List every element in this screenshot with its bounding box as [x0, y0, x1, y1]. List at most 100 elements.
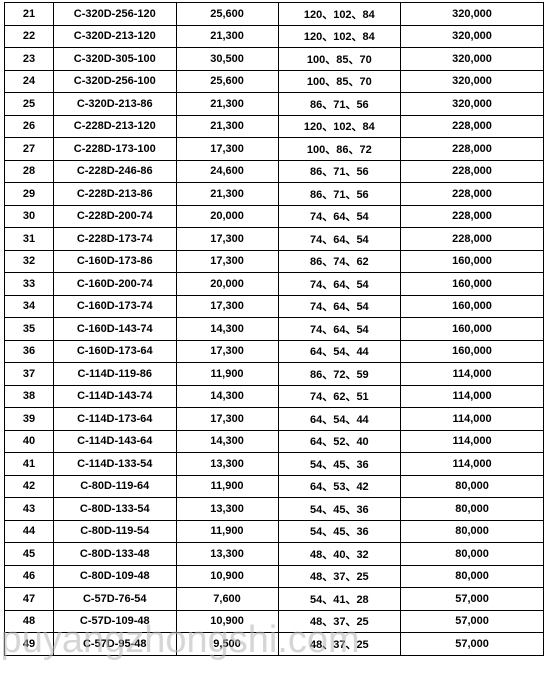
table-row: 46C-80D-109-4810,90048、37、2580,000	[5, 565, 544, 588]
cell-dims: 48、37、25	[278, 633, 401, 656]
cell-model: C-228D-200-74	[54, 205, 177, 228]
cell-val1: 11,900	[176, 475, 278, 498]
cell-val1: 17,300	[176, 138, 278, 161]
cell-val2: 160,000	[401, 250, 544, 273]
cell-dims: 86、71、56	[278, 93, 401, 116]
cell-model: C-80D-109-48	[54, 565, 177, 588]
cell-dims: 54、45、36	[278, 520, 401, 543]
cell-val2: 228,000	[401, 160, 544, 183]
cell-no: 45	[5, 543, 54, 566]
cell-val1: 10,900	[176, 610, 278, 633]
cell-val2: 114,000	[401, 408, 544, 431]
table-row: 43C-80D-133-5413,30054、45、3680,000	[5, 498, 544, 521]
cell-model: C-320D-213-120	[54, 25, 177, 48]
cell-val1: 11,900	[176, 363, 278, 386]
cell-val1: 25,600	[176, 70, 278, 93]
table-row: 36C-160D-173-6417,30064、54、44160,000	[5, 340, 544, 363]
cell-model: C-160D-173-64	[54, 340, 177, 363]
table-row: 37C-114D-119-8611,90086、72、59114,000	[5, 363, 544, 386]
cell-no: 36	[5, 340, 54, 363]
cell-no: 37	[5, 363, 54, 386]
cell-dims: 48、37、25	[278, 565, 401, 588]
table-row: 39C-114D-173-6417,30064、54、44114,000	[5, 408, 544, 431]
cell-val2: 228,000	[401, 138, 544, 161]
cell-val1: 11,900	[176, 520, 278, 543]
table-row: 28C-228D-246-8624,60086、71、56228,000	[5, 160, 544, 183]
cell-val1: 14,300	[176, 318, 278, 341]
cell-val2: 228,000	[401, 183, 544, 206]
cell-val1: 25,600	[176, 3, 278, 26]
cell-val2: 80,000	[401, 520, 544, 543]
cell-model: C-57D-109-48	[54, 610, 177, 633]
cell-dims: 64、54、44	[278, 408, 401, 431]
cell-model: C-228D-213-86	[54, 183, 177, 206]
cell-dims: 100、86、72	[278, 138, 401, 161]
cell-no: 48	[5, 610, 54, 633]
cell-model: C-160D-143-74	[54, 318, 177, 341]
cell-val2: 57,000	[401, 610, 544, 633]
cell-val1: 21,300	[176, 25, 278, 48]
table-row: 34C-160D-173-7417,30074、64、54160,000	[5, 295, 544, 318]
cell-val2: 228,000	[401, 228, 544, 251]
cell-model: C-80D-133-54	[54, 498, 177, 521]
cell-dims: 86、74、62	[278, 250, 401, 273]
spec-table: 21C-320D-256-12025,600120、102、84320,0002…	[4, 2, 544, 656]
cell-model: C-114D-133-54	[54, 453, 177, 476]
cell-dims: 100、85、70	[278, 70, 401, 93]
cell-val2: 160,000	[401, 318, 544, 341]
cell-dims: 74、64、54	[278, 318, 401, 341]
cell-val1: 13,300	[176, 498, 278, 521]
cell-model: C-114D-173-64	[54, 408, 177, 431]
cell-val2: 320,000	[401, 93, 544, 116]
table-row: 44C-80D-119-5411,90054、45、3680,000	[5, 520, 544, 543]
cell-val1: 17,300	[176, 250, 278, 273]
table-row: 40C-114D-143-6414,30064、52、40114,000	[5, 430, 544, 453]
cell-dims: 74、64、54	[278, 295, 401, 318]
cell-no: 34	[5, 295, 54, 318]
cell-dims: 120、102、84	[278, 115, 401, 138]
cell-dims: 54、45、36	[278, 498, 401, 521]
cell-val2: 114,000	[401, 453, 544, 476]
cell-dims: 74、62、51	[278, 385, 401, 408]
cell-val2: 160,000	[401, 273, 544, 296]
cell-model: C-80D-119-54	[54, 520, 177, 543]
table-row: 32C-160D-173-8617,30086、74、62160,000	[5, 250, 544, 273]
cell-model: C-228D-246-86	[54, 160, 177, 183]
cell-no: 40	[5, 430, 54, 453]
cell-val2: 80,000	[401, 543, 544, 566]
table-row: 31C-228D-173-7417,30074、64、54228,000	[5, 228, 544, 251]
cell-dims: 86、71、56	[278, 183, 401, 206]
cell-dims: 100、85、70	[278, 48, 401, 71]
cell-no: 33	[5, 273, 54, 296]
cell-val2: 320,000	[401, 3, 544, 26]
cell-model: C-320D-256-120	[54, 3, 177, 26]
table-row: 30C-228D-200-7420,00074、64、54228,000	[5, 205, 544, 228]
cell-model: C-160D-173-74	[54, 295, 177, 318]
cell-no: 32	[5, 250, 54, 273]
cell-dims: 74、64、54	[278, 273, 401, 296]
cell-val2: 80,000	[401, 498, 544, 521]
cell-no: 23	[5, 48, 54, 71]
cell-val2: 320,000	[401, 25, 544, 48]
table-row: 49C-57D-95-489,50048、37、2557,000	[5, 633, 544, 656]
cell-dims: 64、52、40	[278, 430, 401, 453]
cell-no: 43	[5, 498, 54, 521]
cell-val2: 80,000	[401, 565, 544, 588]
cell-no: 49	[5, 633, 54, 656]
table-row: 48C-57D-109-4810,90048、37、2557,000	[5, 610, 544, 633]
table-row: 41C-114D-133-5413,30054、45、36114,000	[5, 453, 544, 476]
cell-val2: 320,000	[401, 70, 544, 93]
table-row: 29C-228D-213-8621,30086、71、56228,000	[5, 183, 544, 206]
cell-val1: 24,600	[176, 160, 278, 183]
cell-val1: 13,300	[176, 453, 278, 476]
cell-val2: 80,000	[401, 475, 544, 498]
cell-val1: 21,300	[176, 183, 278, 206]
cell-dims: 54、41、28	[278, 588, 401, 611]
cell-val1: 17,300	[176, 340, 278, 363]
cell-val2: 160,000	[401, 295, 544, 318]
cell-dims: 74、64、54	[278, 228, 401, 251]
cell-model: C-114D-119-86	[54, 363, 177, 386]
cell-val2: 320,000	[401, 48, 544, 71]
cell-model: C-57D-76-54	[54, 588, 177, 611]
cell-val1: 13,300	[176, 543, 278, 566]
